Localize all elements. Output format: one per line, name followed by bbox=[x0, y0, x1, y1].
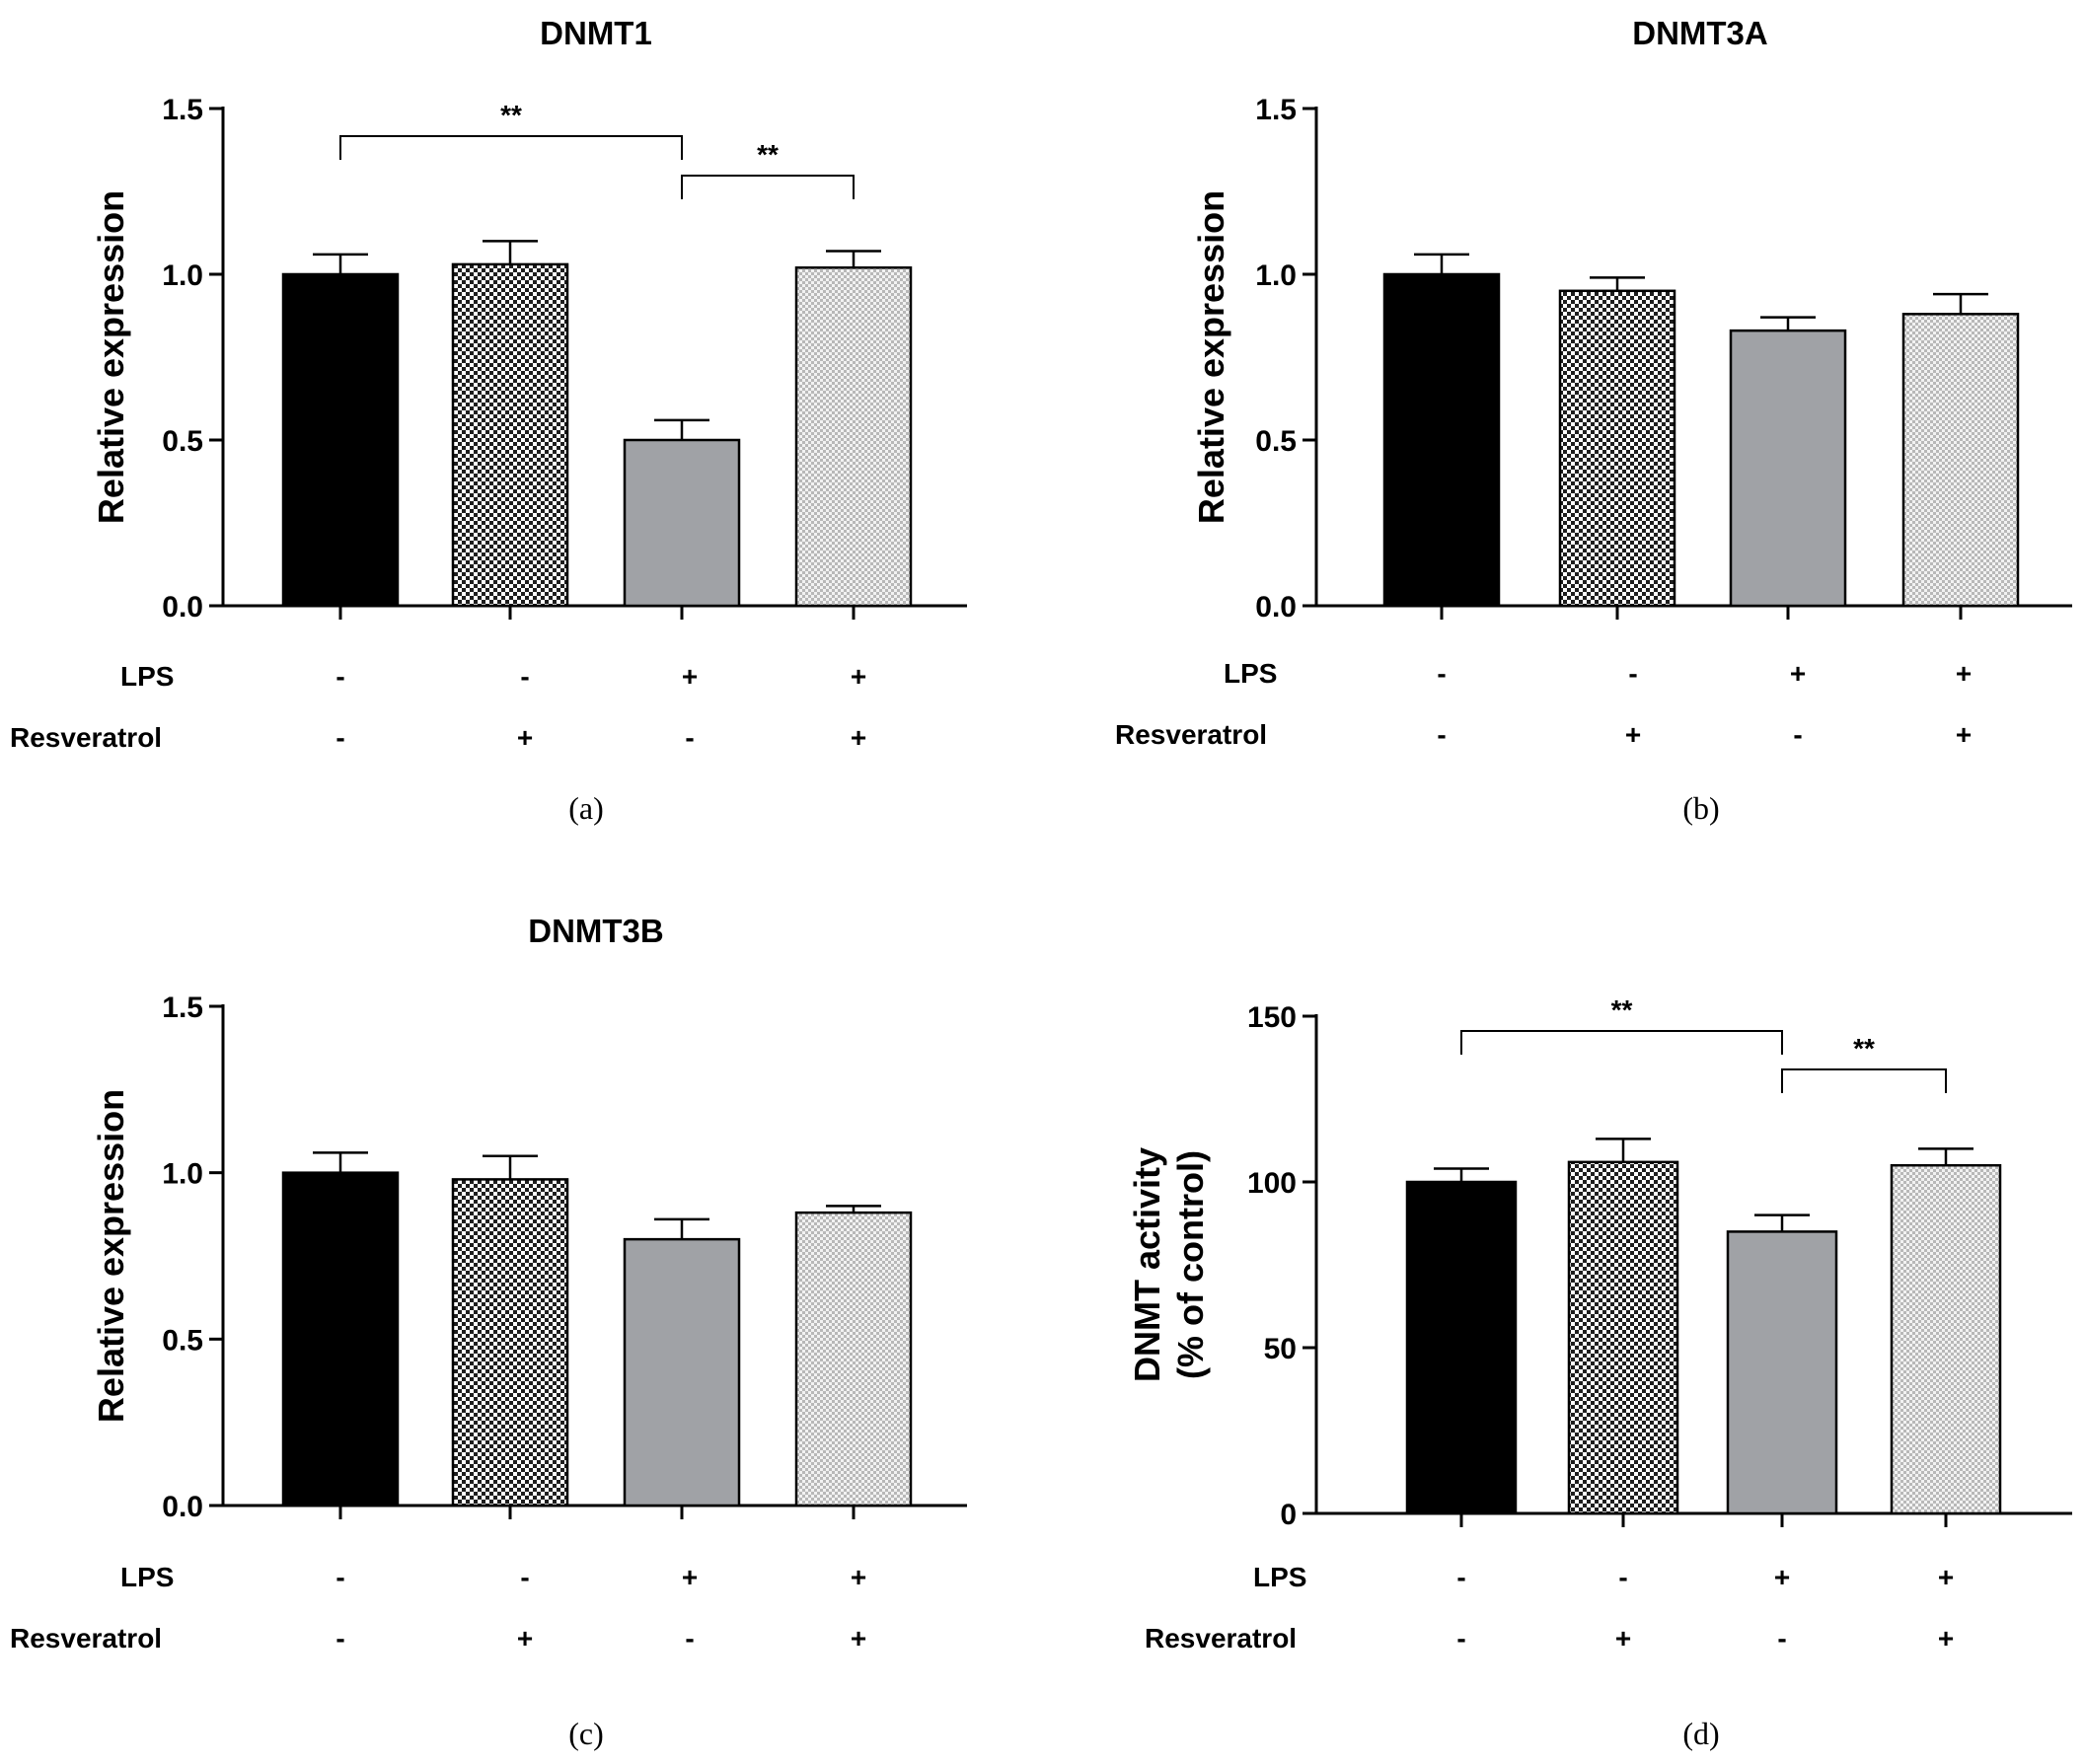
bar bbox=[1729, 329, 1847, 608]
resveratrol-sign: + bbox=[517, 1623, 533, 1654]
resveratrol-sign: - bbox=[1437, 719, 1446, 750]
row-label-lps: LPS bbox=[120, 1562, 174, 1592]
resveratrol-sign: + bbox=[517, 722, 533, 753]
bar bbox=[281, 272, 400, 608]
y-axis-label: Relative expression bbox=[91, 1089, 131, 1423]
lps-sign: - bbox=[1437, 658, 1446, 689]
row-label-resveratrol: Resveratrol bbox=[1145, 1623, 1297, 1654]
row-label-resveratrol: Resveratrol bbox=[1115, 719, 1267, 750]
row-label-resveratrol: Resveratrol bbox=[10, 722, 162, 753]
bar bbox=[451, 1178, 569, 1507]
significance-bracket bbox=[1460, 1030, 1783, 1055]
y-tick-label: 1.5 bbox=[162, 992, 203, 1024]
y-tick-label: 0.5 bbox=[1255, 425, 1297, 458]
resveratrol-sign: - bbox=[335, 722, 344, 753]
y-tick-label: 150 bbox=[1247, 1001, 1297, 1034]
resveratrol-sign: + bbox=[1615, 1623, 1631, 1654]
row-label-resveratrol: Resveratrol bbox=[10, 1623, 162, 1654]
lps-sign: + bbox=[682, 1562, 698, 1592]
row-label-lps: LPS bbox=[120, 661, 174, 692]
panel-b-chart: DNMT3A 0.0 0.5 1.0 1.5 Relative expression LPS… bbox=[1115, 15, 2072, 826]
bar bbox=[794, 1211, 913, 1507]
y-tick-label: 0.0 bbox=[1255, 591, 1297, 624]
y-tick-label: 0.0 bbox=[162, 1491, 203, 1523]
y-tick-label: 0 bbox=[1280, 1499, 1297, 1531]
bar bbox=[1901, 313, 2020, 608]
resveratrol-sign: - bbox=[1456, 1623, 1465, 1654]
panel-caption: (c) bbox=[568, 1716, 604, 1751]
panel-caption: (b) bbox=[1682, 790, 1719, 826]
panel-c-chart: DNMT3B 0.0 0.5 1.0 1.5 Relative expression LPS… bbox=[10, 913, 967, 1751]
lps-sign: + bbox=[851, 661, 866, 692]
lps-sign: - bbox=[520, 1562, 529, 1592]
lps-sign: + bbox=[1938, 1562, 1954, 1592]
significance-label: ** bbox=[500, 100, 522, 130]
significance-label: ** bbox=[1853, 1033, 1875, 1064]
bar bbox=[1890, 1163, 2002, 1515]
y-axis-label: DNMT activity bbox=[1127, 1147, 1167, 1382]
lps-sign: - bbox=[520, 661, 529, 692]
lps-sign: + bbox=[1790, 658, 1806, 689]
lps-sign: - bbox=[1628, 658, 1637, 689]
lps-sign: + bbox=[1774, 1562, 1790, 1592]
resveratrol-sign: + bbox=[851, 1623, 866, 1654]
y-tick-label: 0.0 bbox=[162, 591, 203, 624]
y-tick-label: 0.5 bbox=[162, 1324, 203, 1357]
significance-label: ** bbox=[1611, 994, 1633, 1025]
panel-d-chart: 0 50 100 150 DNMT activity (% of control) ** **… bbox=[1127, 994, 2072, 1751]
resveratrol-sign: - bbox=[1777, 1623, 1786, 1654]
resveratrol-sign: - bbox=[685, 722, 694, 753]
y-tick-label: 100 bbox=[1247, 1167, 1297, 1200]
lps-sign: + bbox=[1956, 658, 1972, 689]
bar bbox=[1382, 272, 1501, 608]
y-tick-label: 0.5 bbox=[162, 425, 203, 458]
bar bbox=[1567, 1160, 1679, 1515]
lps-sign: - bbox=[335, 1562, 344, 1592]
resveratrol-sign: - bbox=[335, 1623, 344, 1654]
lps-sign: + bbox=[682, 661, 698, 692]
significance-bracket bbox=[339, 135, 683, 160]
significance-bracket bbox=[681, 175, 855, 199]
bar bbox=[623, 438, 741, 608]
bar bbox=[1726, 1230, 1838, 1515]
y-tick-label: 1.0 bbox=[162, 1158, 203, 1191]
chart-title: DNMT1 bbox=[540, 15, 652, 51]
row-label-lps: LPS bbox=[1253, 1562, 1306, 1592]
chart-title: DNMT3A bbox=[1632, 15, 1768, 51]
resveratrol-sign: - bbox=[1793, 719, 1802, 750]
y-tick-label: 1.5 bbox=[162, 94, 203, 126]
significance-bracket bbox=[1781, 1068, 1947, 1093]
y-axis-label: (% of control) bbox=[1170, 1150, 1211, 1379]
y-axis-label: Relative expression bbox=[91, 190, 131, 524]
resveratrol-sign: + bbox=[1625, 719, 1641, 750]
y-axis-label: Relative expression bbox=[1191, 190, 1231, 524]
significance-label: ** bbox=[757, 139, 779, 170]
y-tick-label: 1.0 bbox=[1255, 259, 1297, 292]
y-tick-label: 1.5 bbox=[1255, 94, 1297, 126]
lps-sign: - bbox=[335, 661, 344, 692]
bar bbox=[451, 262, 569, 608]
bar bbox=[1558, 289, 1676, 608]
row-label-lps: LPS bbox=[1224, 658, 1277, 689]
y-tick-label: 50 bbox=[1264, 1333, 1297, 1365]
lps-sign: - bbox=[1456, 1562, 1465, 1592]
y-tick-label: 1.0 bbox=[162, 259, 203, 292]
resveratrol-sign: + bbox=[851, 722, 866, 753]
lps-sign: - bbox=[1618, 1562, 1627, 1592]
resveratrol-sign: + bbox=[1938, 1623, 1954, 1654]
bar bbox=[1405, 1180, 1518, 1515]
bar bbox=[281, 1171, 400, 1507]
lps-sign: + bbox=[851, 1562, 866, 1592]
panel-a-chart: DNMT1 0.0 0.5 1.0 1.5 Relative expression ** **… bbox=[10, 15, 967, 826]
chart-title: DNMT3B bbox=[528, 913, 664, 949]
bar bbox=[623, 1237, 741, 1507]
resveratrol-sign: - bbox=[685, 1623, 694, 1654]
bar bbox=[794, 266, 913, 608]
resveratrol-sign: + bbox=[1956, 719, 1972, 750]
panel-caption: (a) bbox=[568, 790, 604, 826]
panel-caption: (d) bbox=[1682, 1716, 1719, 1751]
